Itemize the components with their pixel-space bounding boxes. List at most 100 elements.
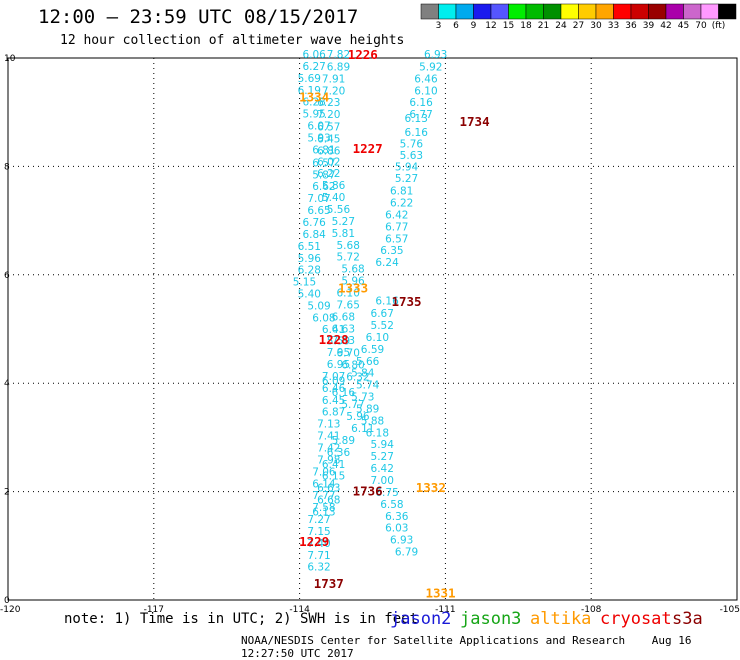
colorbar-swatch: [438, 3, 457, 20]
colorbar-label: 3: [435, 21, 442, 31]
swh-value-point: 6.81: [390, 186, 413, 198]
swh-value-point: 6.77: [385, 221, 408, 233]
colorbar-label: (ft): [711, 21, 726, 31]
swh-value-point: 6.19: [298, 85, 321, 97]
swh-value-point: 6.62: [312, 181, 335, 193]
colorbar-swatch: [595, 3, 614, 20]
swh-value-point: 6.13: [312, 506, 335, 518]
swh-value-point: 6.70: [337, 348, 360, 360]
swh-value-point: 5.94: [371, 439, 395, 451]
y-tick-label: 10: [4, 54, 16, 64]
colorbar-swatch: [665, 3, 684, 20]
y-tick-label: 4: [4, 379, 10, 389]
swh-value-point: 7.98: [317, 454, 340, 466]
swh-value-point: 7.42: [317, 442, 340, 454]
swh-value-point: 6.18: [366, 427, 389, 439]
footer-center: NOAA/NESDIS Center for Satellite Applica…: [241, 634, 626, 647]
colorbar-label: 21: [537, 21, 550, 31]
swh-value-point: 6.10: [337, 287, 360, 299]
legend-entry-altika: altika: [530, 609, 592, 629]
swh-value-point: 6.51: [298, 241, 321, 253]
swh-value-point: 7.82: [327, 49, 350, 61]
swh-value-point: 5.87: [312, 169, 335, 181]
colorbar-swatch: [525, 3, 544, 20]
swh-value-point: 6.46: [322, 383, 346, 395]
colorbar-label: 45: [677, 21, 690, 31]
swh-value-point: 6.63: [317, 483, 340, 495]
swh-value-point: 6.58: [380, 499, 403, 511]
swh-value-point: 6.36: [385, 511, 409, 523]
swh-value-point: 6.22: [390, 198, 413, 210]
swh-value-point: 5.69: [298, 73, 321, 85]
swh-value-point: 6.59: [361, 344, 384, 356]
swh-value-point: 6.76: [302, 217, 326, 229]
swh-value-point: 6.41: [322, 324, 345, 336]
swh-value-point: 5.89: [356, 403, 379, 415]
pass-time-label: 1333: [338, 281, 368, 296]
swh-value-point: 5.40: [298, 289, 321, 301]
swh-value-point: 5.72: [337, 252, 360, 264]
swh-value-point: 5.92: [419, 61, 442, 73]
y-tick-label: 8: [4, 162, 10, 172]
swh-value-point: 6.16: [409, 97, 433, 109]
swh-value-point: 6.68: [332, 311, 355, 323]
swh-value-point: 6.45: [322, 395, 345, 407]
pass-time-label: 1228: [319, 332, 349, 347]
swh-value-point: 6.23: [317, 97, 340, 109]
swh-value-point: 5.27: [332, 216, 355, 228]
swh-value-point: 5.86: [322, 180, 346, 192]
colorbar-label: 12: [485, 21, 497, 31]
pass-time-label: 1737: [314, 576, 344, 591]
swh-value-point: 7.71: [307, 550, 330, 562]
pass-time-label: 1227: [353, 141, 383, 156]
swh-value-point: 6.81: [312, 144, 335, 156]
swh-value-point: 6.22: [317, 168, 340, 180]
swh-value-point: 6.68: [317, 495, 340, 507]
swh-value-point: 5.96: [346, 411, 370, 423]
colorbar-label: 6: [453, 21, 459, 31]
pass-time-label: 1332: [416, 480, 446, 495]
pass-time-label: 1734: [460, 114, 490, 129]
colorbar-label: 30: [590, 21, 602, 31]
swh-value-point: 7.13: [317, 419, 340, 431]
swh-value-point: 6.16: [375, 296, 399, 308]
swh-value-point: 6.87: [322, 407, 345, 419]
swh-value-point: 6.27: [302, 61, 325, 73]
swh-value-point: 5.84: [351, 368, 375, 380]
swh-value-point: 6.79: [395, 547, 418, 559]
swh-value-point: 6.11: [351, 423, 374, 435]
colorbar-label: 15: [502, 21, 515, 31]
swh-value-point: 6.08: [312, 312, 335, 324]
swh-value-point: 7.77: [312, 490, 335, 502]
swh-value-point: 5.74: [356, 380, 380, 392]
swh-value-point: 5.27: [395, 173, 418, 185]
legend-entry-jason2: jason2: [390, 609, 452, 629]
swh-value-point: 5.27: [371, 451, 394, 463]
colorbar-swatch: [700, 3, 719, 20]
swh-value-point: 6.41: [322, 459, 345, 471]
swh-value-point: 5.09: [307, 300, 330, 312]
swh-value-point: 6.14: [312, 478, 336, 490]
legend-entry-cryosat: cryosat: [600, 609, 672, 629]
pass-time-label: 1226: [348, 47, 378, 62]
swh-value-point: 5.56: [327, 204, 351, 216]
swh-value-point: 7.07: [322, 371, 345, 383]
footer-credit: NOAA/NESDIS Center for Satellite Applica…: [241, 634, 740, 660]
swh-value-point: 6.67: [371, 308, 394, 320]
swh-value-point: 6.45: [317, 134, 340, 146]
swh-value-point: 5.66: [356, 356, 380, 368]
swh-value-point: 6.95: [327, 359, 350, 371]
colorbar-swatch: [560, 3, 579, 20]
swh-value-point: 5.95: [302, 109, 325, 121]
legend-entry-jason3: jason3: [460, 609, 522, 629]
swh-value-point: 5.68: [341, 264, 364, 276]
pass-time-label: 1334: [299, 89, 329, 104]
chart-subtitle: 12 hour collection of altimeter wave hei…: [60, 33, 405, 48]
x-tick-label: -111: [435, 605, 455, 615]
swh-value-point: 5.94: [395, 162, 419, 174]
colorbar-swatch: [490, 3, 509, 20]
colorbar-label: 42: [660, 21, 672, 31]
colorbar-swatch: [718, 3, 737, 20]
swh-value-point: 6.57: [385, 233, 408, 245]
